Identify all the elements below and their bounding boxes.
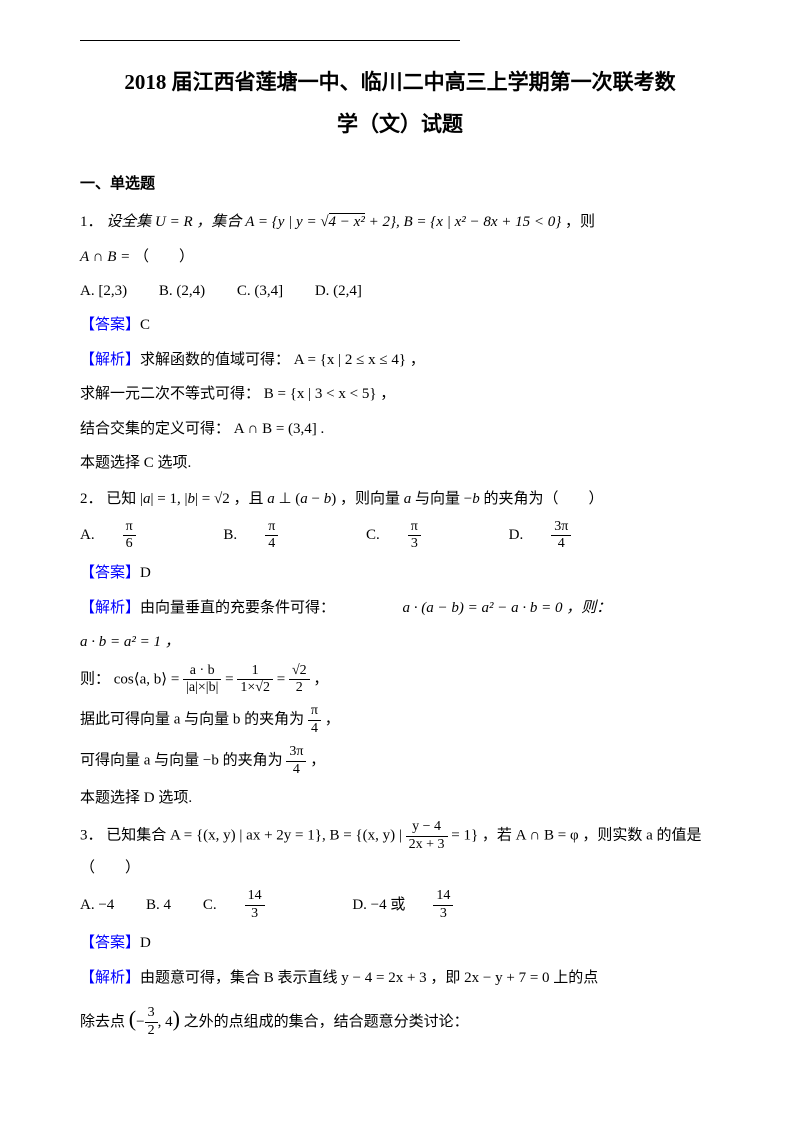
q2-analysis-5: 可得向量 a 与向量 −b 的夹角为 3π4 ，: [80, 744, 720, 779]
q2-number: 2．: [80, 491, 103, 507]
q1-text-line2: A ∩ B = （ ）: [80, 242, 720, 272]
title-line-1: 2018 届江西省莲塘一中、临川二中高三上学期第一次联考数: [80, 61, 720, 103]
section-1-title: 一、单选题: [80, 170, 720, 199]
q3-opt-b: B. 4: [146, 891, 171, 920]
question-2: 2． 已知 |a| = 1, |b| = √2 ，且 a ⊥ (a − b) ，…: [80, 484, 720, 514]
q3-analysis-2: 除去点 (−32, 4) 之外的点组成的集合，结合题意分类讨论：: [80, 998, 720, 1040]
analysis-label: 【解析】: [80, 970, 140, 986]
analysis-label: 【解析】: [80, 352, 140, 368]
q1-number: 1．: [80, 214, 103, 230]
q1-options: A. [2,3) B. (2,4) C. (3,4] D. (2,4]: [80, 277, 720, 306]
q2-answer-value: D: [140, 565, 151, 581]
q2-analysis-1: 【解析】由向量垂直的充要条件可得： a · (a − b) = a² − a ·…: [80, 594, 720, 623]
q2-answer: 【答案】D: [80, 559, 720, 588]
q3-answer: 【答案】D: [80, 929, 720, 958]
answer-label: 【答案】: [80, 565, 140, 581]
q2-analysis-2: a · b = a² = 1 ，: [80, 628, 720, 657]
q1-opt-c: C. (3,4]: [237, 277, 283, 306]
q3-opt-c: C. 143: [203, 888, 321, 923]
q2-opt-a: A. π6: [80, 519, 192, 554]
answer-label: 【答案】: [80, 317, 140, 333]
q3-answer-value: D: [140, 935, 151, 951]
q3-analysis-1: 【解析】由题意可得，集合 B 表示直线 y − 4 = 2x + 3 ，即 2x…: [80, 964, 720, 993]
q1-analysis-3: 结合交集的定义可得： A ∩ B = (3,4] .: [80, 415, 720, 444]
q3-opt-a: A. −4: [80, 891, 114, 920]
title-line-2: 学（文）试题: [80, 103, 720, 145]
answer-label: 【答案】: [80, 935, 140, 951]
q1-answer-value: C: [140, 317, 150, 333]
q3-number: 3．: [80, 828, 103, 844]
top-divider: [80, 40, 460, 41]
q1-analysis-4: 本题选择 C 选项.: [80, 449, 720, 478]
q2-analysis-3: 则： cos⟨a, b⟩ = a · b|a|×|b| = 11×√2 = √2…: [80, 663, 720, 698]
q3-options: A. −4 B. 4 C. 143 D. −4 或 143: [80, 888, 720, 923]
page-title: 2018 届江西省莲塘一中、临川二中高三上学期第一次联考数 学（文）试题: [80, 61, 720, 145]
q1-analysis-1: 【解析】求解函数的值域可得： A = {x | 2 ≤ x ≤ 4} ，: [80, 346, 720, 375]
q3-opt-d: D. −4 或 143: [352, 888, 509, 923]
q2-options: A. π6 B. π4 C. π3 D. 3π4: [80, 519, 720, 554]
q1-answer: 【答案】C: [80, 311, 720, 340]
analysis-label: 【解析】: [80, 600, 140, 616]
q2-analysis-4: 据此可得向量 a 与向量 b 的夹角为 π4 ，: [80, 703, 720, 738]
q1-opt-a: A. [2,3): [80, 277, 127, 306]
question-3: 3． 已知集合 A = {(x, y) | ax + 2y = 1}, B = …: [80, 819, 720, 884]
q2-analysis-6: 本题选择 D 选项.: [80, 784, 720, 813]
q1-analysis-2: 求解一元二次不等式可得： B = {x | 3 < x < 5} ，: [80, 380, 720, 409]
q1-opt-b: B. (2,4): [159, 277, 205, 306]
q1-opt-d: D. (2,4]: [315, 277, 362, 306]
q2-opt-c: C. π3: [366, 519, 477, 554]
q2-opt-d: D. 3π4: [509, 519, 628, 554]
q2-opt-b: B. π4: [223, 519, 334, 554]
question-1: 1． 设全集 U = R ，集合 A = {y | y = √4 − x² + …: [80, 207, 720, 237]
